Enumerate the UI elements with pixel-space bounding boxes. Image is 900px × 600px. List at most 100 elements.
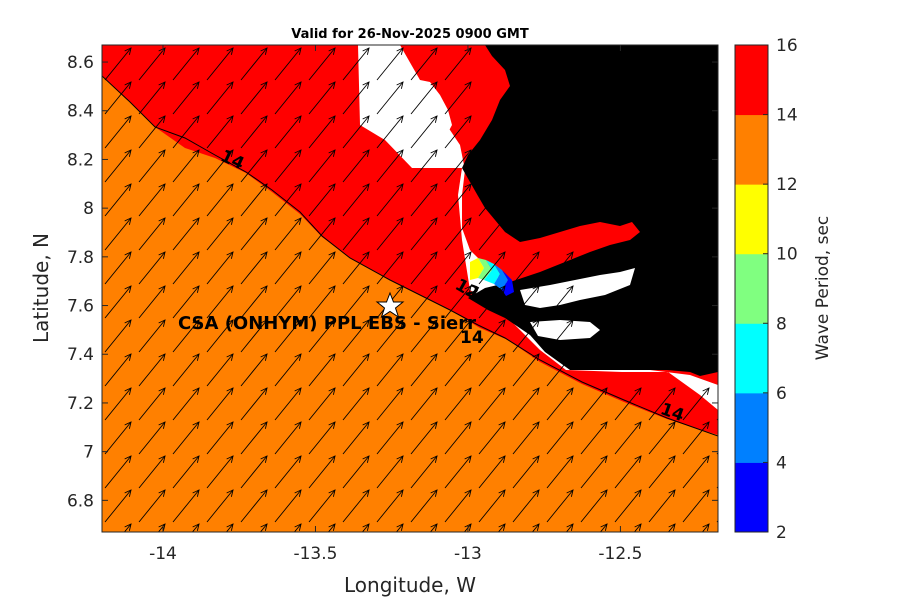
wave-arrow [172,489,200,523]
wave-arrow-head [532,489,540,497]
wave-arrow [682,455,710,489]
wave-arrow [546,285,574,319]
wave-arrow [444,251,472,285]
wave-arrow-head [362,319,370,327]
wave-arrow-head [124,421,132,429]
wave-arrow-head [124,81,132,89]
wave-arrow-head [702,489,710,497]
wave-arrow-head [192,523,200,531]
y-tick-label: 7.2 [67,394,94,414]
wave-arrow [410,455,438,489]
wave-arrow [512,353,540,387]
wave-arrow-head [430,81,438,89]
wave-arrow-head [532,387,540,395]
x-tick-label: -14 [149,544,177,564]
y-tick-label: 7 [83,443,94,463]
wave-arrow-head [362,183,370,191]
colorbar: 2 4 6 8 10 12 14 16 [734,36,798,543]
wave-arrow [512,285,540,319]
wave-arrow-head [566,353,574,361]
wave-arrow [478,421,506,455]
wave-arrow [342,47,370,81]
wave-arrow [410,421,438,455]
wave-arrow [444,489,472,523]
plot-frame [101,44,719,533]
wave-arrow-head [362,455,370,463]
wave-arrow [342,183,370,217]
wave-arrow-head [396,319,404,327]
wave-arrow-head [566,285,574,293]
wave-arrow-head [362,47,370,55]
wave-arrow-head [430,319,438,327]
wave-arrow-head [158,217,166,225]
wave-arrow [478,217,506,251]
colorbar-segment [735,392,768,463]
wave-arrow [701,523,710,532]
wave-arrow [308,81,336,115]
wave-arrow [206,285,234,319]
wave-arrow-head [464,285,472,293]
wave-arrow-head [192,183,200,191]
wave-arrow-head [192,387,200,395]
map-area: 14 14 14 12 10 CSA (ONHYM) PPL EBS - Sie… [102,45,718,532]
wave-arrow-head [464,217,472,225]
wave-arrow [342,489,370,523]
wave-arrow-head [192,47,200,55]
wave-arrow [648,387,676,421]
wave-arrow-head [532,523,540,531]
wave-arrow-head [702,421,710,429]
wave-arrow-head [226,523,234,531]
contour-14-offshore [102,75,718,437]
wave-arrow [138,421,166,455]
wave-arrow-head [668,455,676,463]
wave-arrow [123,523,132,532]
wave-arrow-head [498,251,506,259]
wave-arrow-head [464,421,472,429]
wave-arrow-head [566,251,574,259]
x-tick-label: -13.5 [293,544,337,564]
wave-arrow-head [498,421,506,429]
wave-arrow [138,319,166,353]
wave-arrow [104,387,132,421]
wave-arrow [157,523,166,532]
wave-arrow [206,115,234,149]
x-tick-label: -13 [454,544,482,564]
wave-arrow [206,455,234,489]
wave-arrow [410,387,438,421]
wave-arrow-head [294,489,302,497]
wave-arrow [206,489,234,523]
wave-arrow-head [226,421,234,429]
wave-arrow [172,251,200,285]
wave-arrow-head [260,47,268,55]
wave-arrow [274,115,302,149]
wave-arrow-head [124,217,132,225]
wave-arrow-head [260,217,268,225]
wave-arrow [240,387,268,421]
wave-arrow [376,115,404,149]
wave-arrow [138,455,166,489]
wave-arrow-head [226,489,234,497]
wave-arrow [478,183,506,217]
colorbar-segment [735,253,768,324]
wave-arrow-head [430,47,438,55]
wave-arrow-head [158,183,166,191]
wave-arrow [648,421,676,455]
wave-arrow [580,455,608,489]
wave-arrow [172,387,200,421]
wave-arrow-head [158,149,166,157]
wave-arrow-head [294,319,302,327]
wave-arrow-head [396,353,404,361]
wave-arrow [172,183,200,217]
river-channel [520,268,635,308]
wave-arrow-head [294,183,302,191]
wave-arrow-head [260,115,268,123]
wave-arrow [138,353,166,387]
wave-arrow-head [362,489,370,497]
wave-arrow [342,251,370,285]
wave-arrow [444,149,472,183]
wave-arrow [104,217,132,251]
wave-arrow-head [294,285,302,293]
wave-arrow-head [158,285,166,293]
wave-arrow [206,149,234,183]
wave-arrow-head [668,421,676,429]
